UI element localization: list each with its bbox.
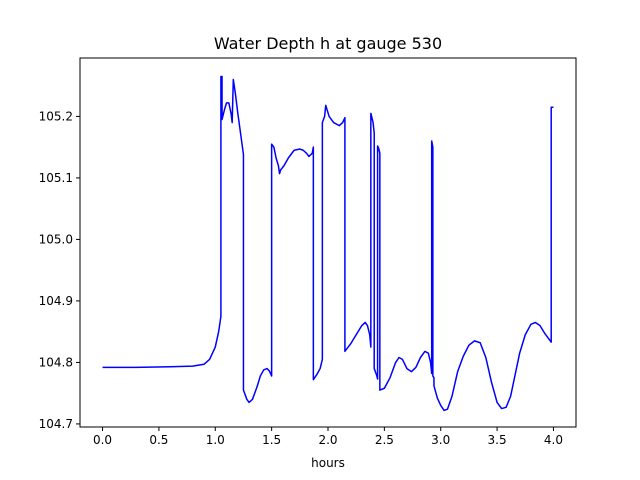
x-tick-label: 0.5: [149, 433, 168, 447]
x-tick-label: 3.0: [431, 433, 450, 447]
x-tick-label: 2.5: [375, 433, 394, 447]
x-axis: 0.0 0.5 1.0 1.5 2.0 2.5 3.0 3.5 4.0: [93, 427, 563, 447]
chart-title: Water Depth h at gauge 530: [214, 34, 442, 53]
x-tick-label: 0.0: [93, 433, 112, 447]
x-tick-label: 4.0: [544, 433, 563, 447]
y-tick-label: 105.2: [39, 109, 73, 123]
y-tick-label: 105.1: [39, 171, 73, 185]
x-tick-label: 3.5: [488, 433, 507, 447]
series-line-0: [102, 75, 554, 412]
y-tick-label: 105.0: [39, 232, 73, 246]
y-tick-label: 104.7: [39, 417, 73, 431]
series-layer: [102, 75, 554, 412]
y-axis: 104.7 104.8 104.9 105.0 105.1 105.2: [39, 109, 80, 431]
x-tick-label: 1.5: [262, 433, 281, 447]
y-tick-label: 104.8: [39, 355, 73, 369]
x-axis-label: hours: [311, 456, 345, 470]
y-tick-label: 104.9: [39, 294, 73, 308]
x-tick-label: 1.0: [206, 433, 225, 447]
x-tick-label: 2.0: [318, 433, 337, 447]
